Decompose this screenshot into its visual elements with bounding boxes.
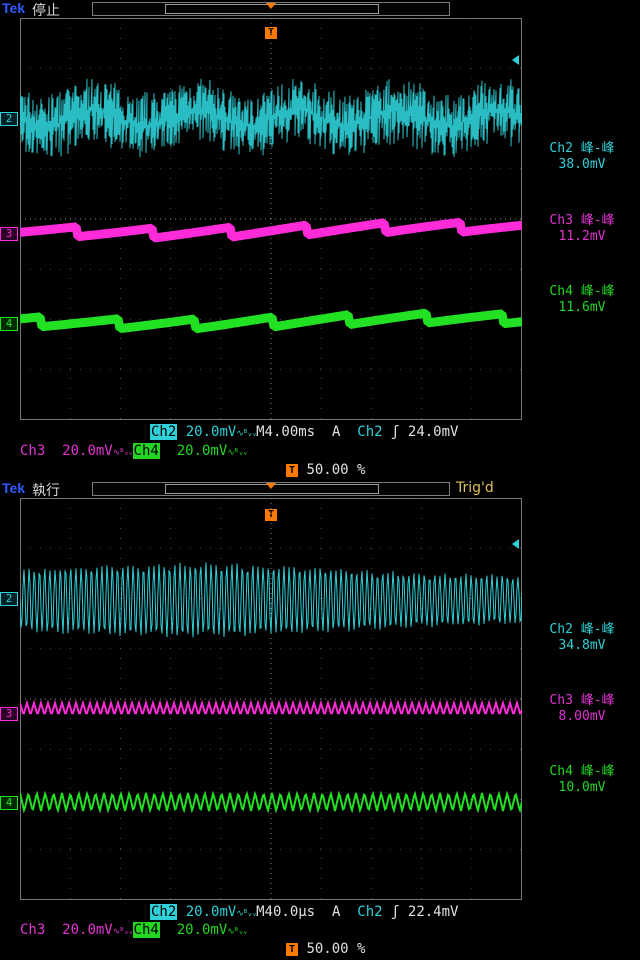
horizontal-position: 50.00 % (306, 941, 366, 957)
trigger-position-icon: T (286, 463, 298, 477)
measurement-label: Ch2 峰-峰 (549, 622, 615, 637)
ch4-ground-marker: 4 (0, 796, 18, 810)
timebase: M40.0µs (256, 904, 316, 920)
settings-row-1: Ch2 20.0mV∿ᴮᵥᵥM40.0µs A Ch2 ʃ 22.4mV (150, 904, 458, 920)
ch4-measurement: Ch4 峰-峰 10.0mV (526, 764, 638, 796)
measurement-label: Ch3 峰-峰 (549, 213, 615, 228)
bandwidth-icon: ∿ᴮᵥᵥ (112, 448, 134, 458)
settings-row-2: Ch3 20.0mV∿ᴮᵥᵥCh4 20.0mV∿ᴮᵥᵥ (20, 922, 248, 938)
ch3-scale: 20.0mV (62, 922, 113, 938)
ch3-label: Ch3 (20, 922, 46, 938)
measurement-value: 34.8mV (558, 638, 606, 653)
ch2-trace (20, 78, 522, 158)
bandwidth-icon: ∿ᴮᵥᵥ (236, 429, 257, 439)
graticule (20, 498, 522, 900)
ch3-trace (20, 217, 522, 243)
brand-logo: Tek (2, 0, 26, 16)
bandwidth-icon: ∿ᴮᵥᵥ (227, 448, 248, 458)
ch3-label: Ch3 (20, 443, 46, 459)
rising-edge-icon: ʃ (391, 904, 400, 920)
measurement-label: Ch3 峰-峰 (549, 693, 615, 708)
status-bar: Tek 執行 Trig'd (0, 480, 640, 499)
ch4-trace (20, 790, 522, 814)
ch3-measurement: Ch3 峰-峰 8.00mV (526, 693, 638, 725)
measurement-label: Ch4 峰-峰 (549, 284, 615, 299)
measurement-label: Ch2 峰-峰 (549, 141, 615, 156)
settings-row-2: Ch3 20.0mV∿ᴮᵥᵥCh4 20.0mV∿ᴮᵥᵥ (20, 443, 248, 459)
brand-logo: Tek (2, 480, 26, 496)
timebase: M4.00ms (256, 424, 316, 440)
ch4-scale: 20.0mV (176, 443, 228, 459)
trigger-position-icon: T (265, 509, 277, 521)
acquisition-state: 執行 (32, 483, 60, 499)
ch4-measurement: Ch4 峰-峰 11.6mV (526, 284, 638, 316)
ch4-label: Ch4 (132, 443, 160, 459)
measurement-label: Ch4 峰-峰 (549, 764, 615, 779)
trigger-source-label: A (331, 424, 341, 440)
record-length-bar (92, 482, 450, 496)
settings-row-3: T 50.00 % (286, 462, 365, 478)
horizontal-position: 50.00 % (306, 462, 366, 478)
trigger-level: 24.0mV (407, 424, 459, 440)
trigger-status: Trig'd (456, 480, 494, 496)
measurement-value: 38.0mV (558, 157, 606, 172)
ch3-trace (20, 699, 522, 715)
ch4-label: Ch4 (132, 922, 160, 938)
bandwidth-icon: ∿ᴮᵥᵥ (236, 909, 257, 919)
measurement-value: 11.6mV (558, 300, 606, 315)
ch2-trace (20, 562, 522, 638)
ch2-scale: 20.0mV (185, 904, 237, 920)
ch3-scale: 20.0mV (62, 443, 113, 459)
trigger-level-arrow-icon (512, 55, 519, 65)
measurement-value: 10.0mV (558, 780, 606, 795)
ch4-trace (20, 308, 522, 334)
ch3-ground-marker: 3 (0, 227, 18, 241)
measurement-value: 11.2mV (558, 229, 606, 244)
ch3-ground-marker: 3 (0, 707, 18, 721)
ch2-scale: 20.0mV (185, 424, 237, 440)
ch4-ground-marker: 4 (0, 317, 18, 331)
scope-screen-1: Tek 停止 T 2 3 4 Ch2 峰-峰 38.0mV Ch3 峰-峰 11… (0, 0, 640, 478)
ch2-measurement: Ch2 峰-峰 34.8mV (526, 622, 638, 654)
bandwidth-icon: ∿ᴮᵥᵥ (112, 927, 134, 937)
ch2-ground-marker: 2 (0, 592, 18, 606)
scope-screen-2: Tek 執行 Trig'd T 2 3 4 Ch2 峰-峰 34.8mV Ch3… (0, 480, 640, 960)
rising-edge-icon: ʃ (391, 424, 400, 440)
trigger-position-arrow-icon (266, 3, 276, 9)
graticule (20, 18, 522, 420)
settings-row-1: Ch2 20.0mV∿ᴮᵥᵥM4.00ms A Ch2 ʃ 24.0mV (150, 424, 458, 440)
ch2-ground-marker: 2 (0, 112, 18, 126)
ch2-label: Ch2 (150, 904, 178, 920)
settings-row-3: T 50.00 % (286, 941, 365, 957)
trigger-channel: Ch2 (357, 904, 383, 920)
trigger-position-arrow-icon (266, 483, 276, 489)
trigger-position-icon: T (286, 942, 298, 956)
ch3-measurement: Ch3 峰-峰 11.2mV (526, 213, 638, 245)
trigger-source-label: A (331, 904, 341, 920)
status-bar: Tek 停止 (0, 0, 640, 19)
acquisition-state: 停止 (32, 3, 60, 19)
ch4-scale: 20.0mV (176, 922, 228, 938)
ch2-measurement: Ch2 峰-峰 38.0mV (526, 141, 638, 173)
ch2-label: Ch2 (150, 424, 178, 440)
bandwidth-icon: ∿ᴮᵥᵥ (227, 927, 248, 937)
trigger-level: 22.4mV (407, 904, 459, 920)
trigger-level-arrow-icon (512, 539, 519, 549)
measurement-value: 8.00mV (558, 709, 606, 724)
trigger-channel: Ch2 (357, 424, 383, 440)
